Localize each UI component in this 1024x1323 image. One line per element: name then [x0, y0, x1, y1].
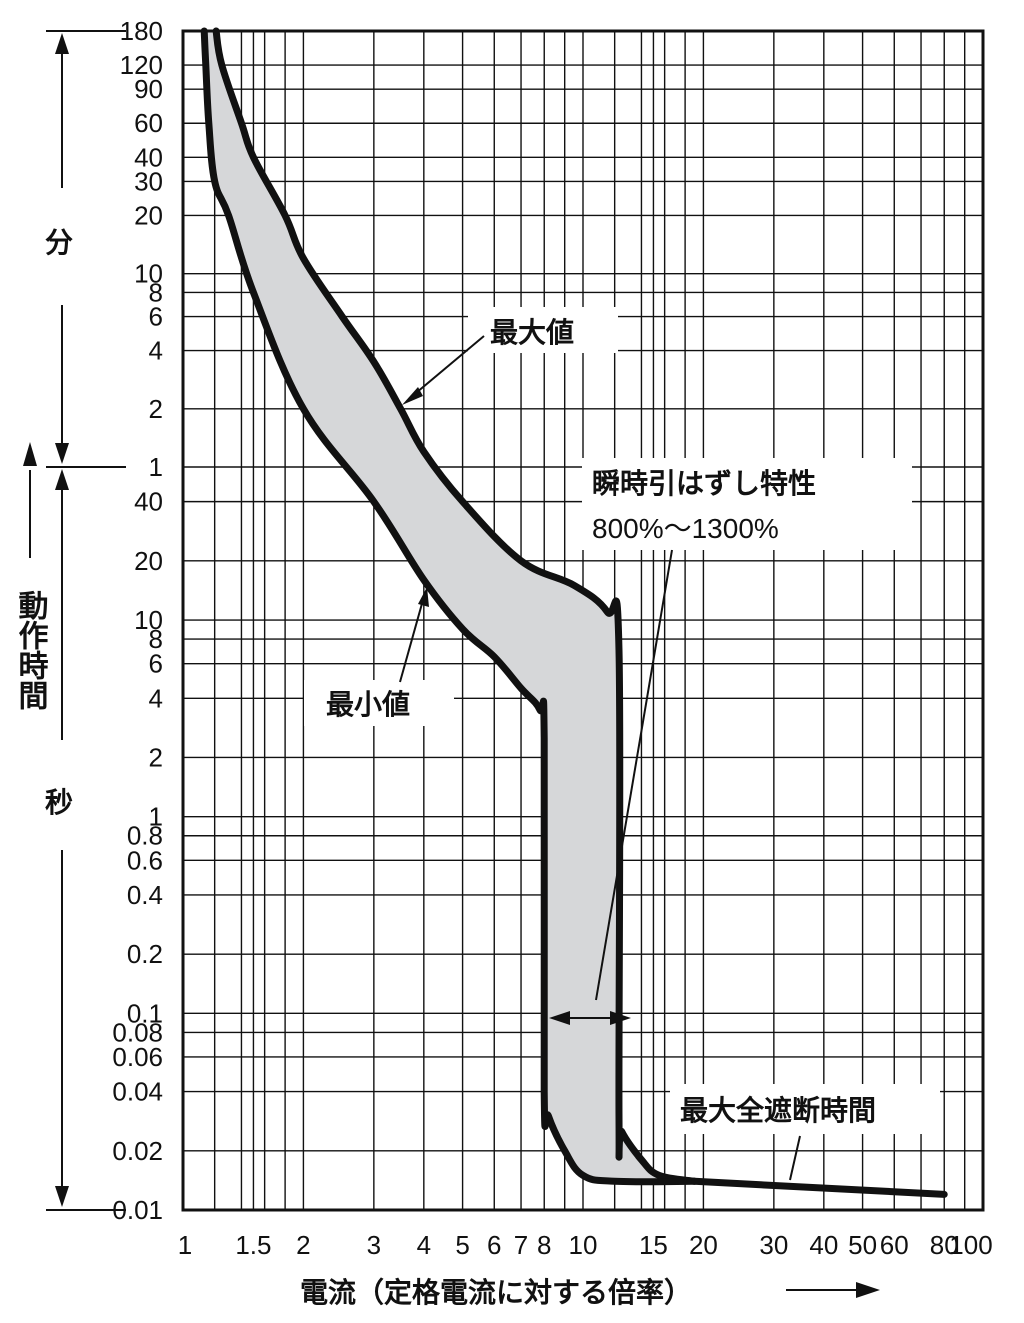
y-tick-label-seconds: 0.02	[112, 1136, 163, 1166]
annotation-max-label: 最大値	[490, 316, 574, 349]
y-tick-label-minutes: 8	[149, 277, 163, 307]
arrow-head	[55, 33, 69, 54]
series-min-line	[200, 27, 698, 1186]
y-tick-label-seconds: 10	[134, 605, 163, 635]
y-tick-label-seconds: 40	[134, 487, 163, 517]
y-tick-label-minutes: 4	[149, 336, 163, 366]
y-tick-label-seconds: 0.04	[112, 1077, 163, 1107]
series-max-line	[212, 27, 698, 1185]
y-tick-label-seconds: 0.6	[127, 845, 163, 875]
plot-frame	[181, 29, 985, 1212]
x-tick-label: 4	[417, 1230, 431, 1260]
y-tick-label-seconds: 1	[149, 802, 163, 832]
x-tick-label: 6	[487, 1230, 501, 1260]
y-tick-label-seconds: 0.4	[127, 880, 163, 910]
arrow-head	[55, 469, 69, 490]
y-label-main: 動作時間	[13, 590, 49, 710]
y-tick-label-minutes: 2	[149, 394, 163, 424]
y-tick-label-seconds: 0.2	[127, 939, 163, 969]
y-tick-label-minutes: 90	[134, 74, 163, 104]
x-tick-label: 30	[759, 1230, 788, 1260]
annotation-instant-label: 瞬時引はずし特性	[592, 467, 816, 500]
arrow-head	[55, 1186, 69, 1207]
y-tick-label-minutes: 1	[149, 452, 163, 482]
annotation-min-label: 最小値	[326, 688, 410, 721]
annotation-instant-range: 800%〜1300%	[592, 513, 779, 544]
annotation-min: 最小値	[304, 587, 454, 726]
x-tick-label: 15	[639, 1230, 668, 1260]
y-tick-label-minutes: 180	[120, 16, 163, 46]
y-tick-labels: 18012090604030201086421402010864210.80.6…	[112, 16, 163, 1225]
y-tick-label-minutes: 6	[149, 302, 163, 332]
y-tick-label-seconds: 0.1	[127, 998, 163, 1028]
curve-lines	[200, 27, 948, 1198]
y-label-minutes: 分	[45, 226, 73, 259]
x-tick-label: 5	[455, 1230, 469, 1260]
x-tick-label: 80	[930, 1230, 959, 1260]
y-tick-label-seconds: 4	[149, 683, 163, 713]
x-tick-label: 20	[689, 1230, 718, 1260]
y-tick-label-minutes: 20	[134, 200, 163, 230]
y-tick-label-seconds: 0.06	[112, 1042, 163, 1072]
x-tick-label: 1	[178, 1230, 192, 1260]
y-tick-label-minutes: 60	[134, 108, 163, 138]
y-tick-label-seconds: 6	[149, 649, 163, 679]
y-tick-label-minutes: 40	[134, 142, 163, 172]
x-tick-label: 8	[537, 1230, 551, 1260]
arrow-head	[23, 442, 37, 466]
x-axis-arrow	[786, 1282, 880, 1298]
x-tick-label: 1.5	[235, 1230, 271, 1260]
x-tick-label: 60	[880, 1230, 909, 1260]
annotation-max: 最大値	[402, 307, 618, 405]
y-tick-label-seconds: 8	[149, 624, 163, 654]
y-tick-label-seconds: 2	[149, 742, 163, 772]
series-total-break-line	[691, 1177, 948, 1198]
y-tick-label-minutes: 120	[120, 50, 163, 80]
x-tick-label: 40	[809, 1230, 838, 1260]
annotation-instant: 瞬時引はずし特性 800%〜1300%	[549, 458, 912, 1025]
x-tick-label: 10	[569, 1230, 598, 1260]
y-tick-label-seconds: 0.8	[127, 821, 163, 851]
x-tick-label: 2	[296, 1230, 310, 1260]
annotation-total-break-label: 最大全遮断時間	[680, 1094, 876, 1127]
y-label-seconds: 秒	[45, 786, 73, 819]
arrow-head	[55, 443, 69, 464]
x-axis-label: 電流（定格電流に対する倍率）	[300, 1276, 692, 1309]
y-tick-label-seconds: 20	[134, 546, 163, 576]
tolerance-band-fill	[204, 31, 695, 1182]
annotation-total-break: 最大全遮断時間	[670, 1084, 940, 1181]
x-tick-label: 7	[514, 1230, 528, 1260]
y-tick-label-minutes: 30	[134, 166, 163, 196]
x-tick-label: 3	[367, 1230, 381, 1260]
tolerance-band	[204, 31, 695, 1182]
x-tick-label: 100	[949, 1230, 992, 1260]
y-tick-label-minutes: 10	[134, 259, 163, 289]
y-tick-label-seconds: 0.08	[112, 1017, 163, 1047]
y-axis-decoration	[23, 30, 126, 1211]
x-tick-label: 50	[848, 1230, 877, 1260]
